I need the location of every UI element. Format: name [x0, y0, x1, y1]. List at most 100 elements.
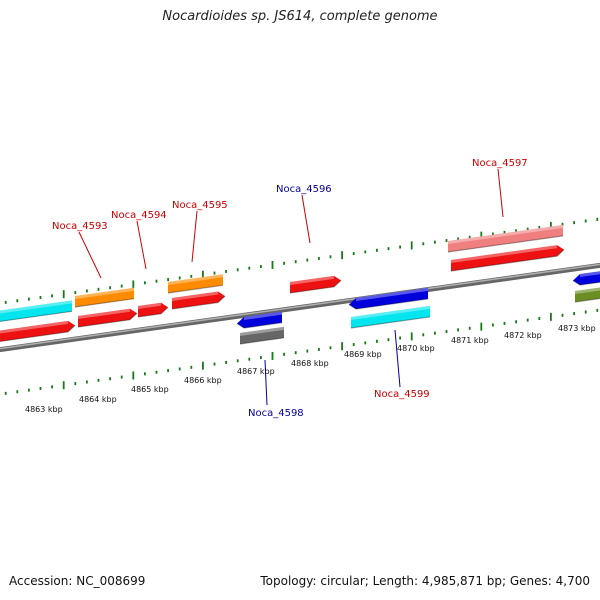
- forward-tick: [515, 229, 517, 233]
- gene-label-noca-4598[interactable]: Noca_4598: [248, 408, 304, 419]
- reverse-tick: [51, 385, 53, 389]
- reverse-tick: [190, 365, 193, 369]
- reverse-tick: [225, 360, 227, 364]
- leader-line: [136, 220, 147, 270]
- leader-line: [301, 194, 311, 244]
- forward-tick: [16, 299, 19, 303]
- forward-tick: [492, 232, 494, 236]
- reverse-tick: [352, 343, 355, 347]
- genome-title: Nocardioides sp. JS614, complete genome: [162, 9, 438, 24]
- forward-tick: [283, 261, 285, 265]
- reverse-tick: [4, 391, 7, 395]
- reverse-tick: [364, 341, 367, 345]
- gene-cyan-4598: [350, 305, 431, 329]
- reverse-tick: [109, 377, 111, 381]
- reverse-tick: [399, 336, 401, 340]
- forward-tick: [74, 291, 77, 295]
- forward-tick: [202, 270, 204, 279]
- reverse-tick: [457, 328, 459, 332]
- gene-blue-right: [572, 271, 600, 286]
- forward-tick: [318, 256, 320, 260]
- gene-label-noca-4595[interactable]: Noca_4595: [172, 200, 228, 211]
- forward-tick: [434, 240, 436, 244]
- gene-label-noca-4599[interactable]: Noca_4599: [374, 389, 430, 400]
- leader-line: [78, 231, 102, 279]
- gene-label-noca-4597[interactable]: Noca_4597: [472, 158, 528, 169]
- forward-tick: [213, 271, 216, 275]
- gene-label-noca-4594[interactable]: Noca_4594: [111, 210, 167, 221]
- forward-tick: [550, 221, 552, 230]
- reverse-tick: [596, 308, 599, 312]
- forward-tick: [120, 284, 123, 288]
- reverse-tick: [306, 349, 309, 353]
- reverse-tick: [74, 382, 77, 386]
- reverse-tick: [410, 332, 413, 341]
- forward-tick: [457, 237, 459, 241]
- reverse-tick: [283, 352, 285, 356]
- reverse-tick: [294, 351, 297, 355]
- reverse-scale-line: [4, 308, 599, 395]
- forward-tick: [178, 276, 181, 280]
- forward-tick: [225, 269, 227, 273]
- reverse-tick: [318, 347, 320, 351]
- scale-label: 4867 kbp: [237, 367, 275, 376]
- reverse-tick: [248, 357, 251, 361]
- reverse-tick: [376, 339, 378, 343]
- scale-label: 4868 kbp: [291, 359, 329, 368]
- genome-backbone: [0, 262, 600, 353]
- scale-label: 4869 kbp: [344, 350, 382, 359]
- forward-tick: [352, 252, 355, 256]
- forward-tick: [4, 300, 7, 304]
- forward-tick: [132, 280, 135, 289]
- forward-scale-line: [4, 217, 599, 304]
- leader-line: [497, 168, 504, 218]
- forward-tick: [561, 222, 564, 226]
- reverse-tick: [155, 370, 158, 374]
- leader-line: [264, 359, 268, 406]
- forward-tick: [294, 260, 297, 264]
- leader-line: [191, 210, 198, 263]
- reverse-tick: [167, 369, 169, 373]
- scale-label: 4863 kbp: [25, 405, 63, 414]
- gene-label-noca-4596[interactable]: Noca_4596: [276, 184, 332, 195]
- reverse-tick: [97, 378, 100, 382]
- forward-tick: [422, 242, 425, 246]
- reverse-tick: [538, 317, 541, 321]
- reverse-tick: [550, 312, 552, 321]
- forward-tick: [410, 241, 413, 250]
- gene-orange-4595: [167, 274, 224, 294]
- gene-label-noca-4593[interactable]: Noca_4593: [52, 221, 108, 232]
- topology-text: Topology: circular; Length: 4,985,871 bp…: [260, 574, 590, 588]
- gene-gray-4596: [239, 326, 285, 345]
- scale-labels: 4863 kbp 4864 kbp 4865 kbp 4866 kbp 4867 kbp…: [25, 324, 596, 414]
- forward-tick: [329, 255, 332, 259]
- scale-label: 4864 kbp: [79, 395, 117, 404]
- forward-tick: [97, 287, 100, 291]
- reverse-tick: [120, 375, 123, 379]
- forward-tick: [248, 266, 251, 270]
- scale-label: 4872 kbp: [504, 331, 542, 340]
- gene-red-4594: [77, 308, 138, 328]
- reverse-tick: [39, 386, 42, 390]
- forward-tick: [86, 289, 88, 293]
- reverse-tick: [202, 361, 204, 370]
- forward-tick: [573, 221, 575, 225]
- forward-tick: [503, 230, 506, 234]
- forward-tick: [51, 294, 53, 298]
- reverse-tick: [62, 381, 65, 390]
- reverse-tick: [480, 322, 483, 331]
- reverse-tick: [213, 362, 216, 366]
- reverse-tick: [28, 388, 30, 392]
- gene-cyan-left: [0, 300, 73, 323]
- forward-tick: [526, 227, 529, 231]
- reverse-tick: [584, 310, 587, 314]
- forward-tick: [376, 248, 378, 252]
- gene-red-4599: [450, 245, 565, 272]
- forward-tick: [584, 219, 587, 223]
- gene-red-small: [137, 302, 169, 318]
- reverse-tick: [434, 331, 436, 335]
- scale-label: 4873 kbp: [558, 324, 596, 333]
- reverse-tick: [16, 390, 19, 394]
